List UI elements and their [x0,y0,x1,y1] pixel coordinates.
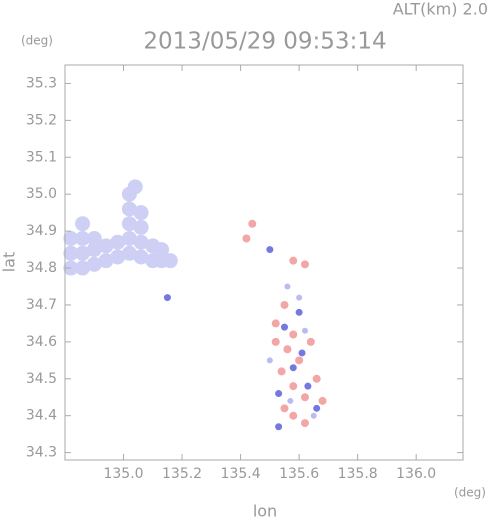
point [277,367,286,376]
point [300,260,309,269]
point [300,393,309,402]
point [284,283,291,290]
point [133,219,149,235]
point [86,231,102,247]
point [271,337,280,346]
point [275,423,283,431]
point [133,234,149,250]
point [110,234,126,250]
point [266,246,274,254]
point [289,382,298,391]
point [162,253,178,269]
point [75,245,91,261]
point [154,242,170,258]
point [98,238,114,254]
y-tick-label: 35.2 [26,112,57,128]
point [295,356,304,365]
y-tick-label: 34.8 [26,260,57,276]
y-tick-label: 34.4 [26,408,57,424]
x-unit: (deg) [454,486,486,500]
plot-frame [64,64,464,461]
point [98,253,114,269]
point [133,205,149,221]
point [295,308,303,316]
y-tick-label: 34.7 [26,297,57,313]
y-tick-label: 34.3 [26,445,57,461]
point [121,245,137,261]
x-tick-label: 135.2 [162,466,202,482]
annotation: ALT(km) 2.0 [393,0,488,19]
point [121,231,137,247]
point [275,390,283,398]
point [312,374,321,383]
point [280,300,289,309]
point [298,349,306,357]
point [86,256,102,272]
point [306,337,315,346]
y-tick-label: 35.0 [26,186,57,202]
point [133,249,149,265]
point [75,216,91,232]
point [75,260,91,276]
point [280,404,289,413]
y-tick-label: 34.9 [26,223,57,239]
x-tick-label: 135.4 [221,466,261,482]
point [289,411,298,420]
x-tick-label: 135.6 [279,466,319,482]
y-tick-label: 34.6 [26,334,57,350]
point [63,245,79,261]
point [313,404,321,412]
point [289,364,297,372]
y-tick-label: 34.5 [26,371,57,387]
point [310,412,317,419]
point [301,327,308,334]
point [296,294,303,301]
point [287,397,294,404]
chart-title: 2013/05/29 09:53:14 [143,29,386,55]
point [300,419,309,428]
point [121,201,137,217]
y-unit: (deg) [21,34,53,48]
y-tick-label: 35.3 [26,75,57,91]
point [75,231,91,247]
x-tick-label: 136.0 [396,466,436,482]
point [127,179,143,195]
point [289,330,298,339]
point [280,323,288,331]
point [121,216,137,232]
point [266,357,273,364]
point [248,219,257,228]
point [304,382,312,390]
point [63,231,79,247]
y-tick-label: 35.1 [26,149,57,165]
point [271,319,280,328]
y-axis-label: lat [0,252,19,273]
point [289,256,298,265]
point [318,396,327,405]
point [86,242,102,258]
point [163,294,171,302]
point [283,345,292,354]
x-tick-label: 135.0 [103,466,143,482]
x-tick-label: 135.8 [338,466,378,482]
point [242,234,251,243]
x-axis-label: lon [253,502,277,521]
point [110,249,126,265]
